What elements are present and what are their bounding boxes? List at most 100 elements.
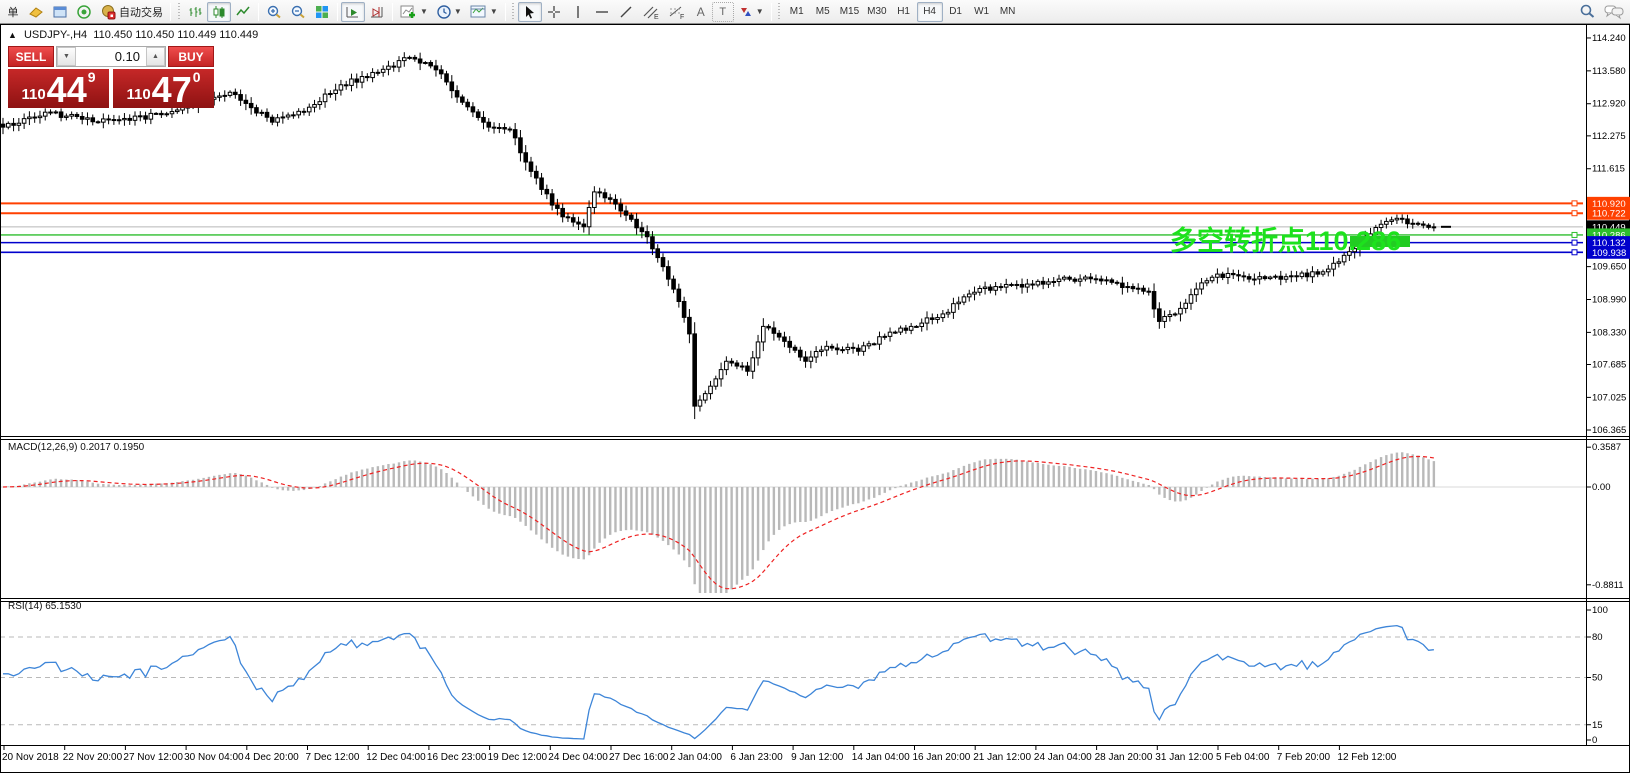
equidistant-channel-icon[interactable]: E xyxy=(638,2,664,22)
timeframe-m1[interactable]: M1 xyxy=(784,2,810,22)
buy-price-pip: 0 xyxy=(192,69,201,85)
volume-spinner: ▼ 0.10 ▲ xyxy=(56,46,166,67)
profile-icon[interactable] xyxy=(24,2,48,22)
cursor-icon[interactable] xyxy=(517,1,542,22)
time-tick-label: 4 Dec 20:00 xyxy=(245,752,299,763)
auto-scroll-icon[interactable] xyxy=(341,1,365,22)
terminal-window-icon[interactable] xyxy=(48,2,72,22)
buy-button[interactable]: BUY xyxy=(168,46,214,67)
sell-price-main: 44 xyxy=(46,69,87,111)
buy-price-box[interactable]: 110 47 0 xyxy=(113,69,214,108)
volume-value[interactable]: 0.10 xyxy=(114,49,140,64)
timeframe-d1[interactable]: D1 xyxy=(943,2,969,22)
bar-chart-icon[interactable] xyxy=(183,2,207,22)
trendline-icon[interactable] xyxy=(614,2,638,22)
auto-trading-button[interactable]: 自动交易 xyxy=(96,2,167,22)
main-price-tick: 111.615 xyxy=(1592,164,1625,175)
horizontal-line-icon[interactable] xyxy=(590,2,614,22)
time-tick-label: 12 Feb 12:00 xyxy=(1337,752,1396,763)
timeframe-h1[interactable]: H1 xyxy=(891,2,917,22)
timeframe-w1[interactable]: W1 xyxy=(969,2,995,22)
main-price-tick: 109.650 xyxy=(1592,262,1626,273)
vertical-line-icon[interactable] xyxy=(566,2,590,22)
signal-icon[interactable] xyxy=(72,2,96,22)
level-handle[interactable] xyxy=(1571,210,1578,217)
search-icon[interactable] xyxy=(1575,2,1600,22)
time-axis: 20 Nov 2018 22 Nov 20:00 27 Nov 12:00 30 No… xyxy=(2,746,1397,763)
svg-text:109.938: 109.938 xyxy=(1592,248,1626,259)
volume-increase-button[interactable]: ▲ xyxy=(146,47,165,66)
price-level-badge xyxy=(1587,206,1630,220)
add-indicator-icon[interactable]: ▼ xyxy=(396,2,432,22)
chat-icon[interactable] xyxy=(1600,2,1628,22)
level-handle[interactable] xyxy=(1571,249,1578,256)
rsi-tick: 50 xyxy=(1592,673,1603,684)
text-label-tool-icon[interactable]: T xyxy=(711,1,734,22)
chart-title-symbol: USDJPY-,H4 xyxy=(23,29,88,41)
main-price-tick: 106.365 xyxy=(1592,425,1626,436)
time-tick-label: 6 Jan 23:00 xyxy=(730,752,783,763)
chart-title-ohlc: 110.450 110.450 110.449 110.449 xyxy=(93,29,259,41)
green-zone-rect[interactable] xyxy=(1350,236,1410,247)
sell-price-box[interactable]: 110 44 9 xyxy=(8,69,109,108)
last-price-dash xyxy=(1441,225,1451,228)
time-tick-label: 28 Jan 20:00 xyxy=(1095,752,1153,763)
templates-icon[interactable]: ▼ xyxy=(466,2,502,22)
zoom-out-icon[interactable] xyxy=(286,2,310,22)
svg-text:110.132: 110.132 xyxy=(1592,238,1626,249)
rsi-line xyxy=(3,624,1434,740)
timeframe-mn[interactable]: MN xyxy=(995,2,1021,22)
rsi-pane xyxy=(0,624,1586,740)
fibonacci-icon[interactable]: F xyxy=(664,2,690,22)
price-level-lines[interactable] xyxy=(0,200,1583,256)
time-tick-label: 31 Jan 12:00 xyxy=(1155,752,1213,763)
level-handle[interactable] xyxy=(1571,200,1578,207)
tile-windows-icon[interactable] xyxy=(310,2,334,22)
main-price-tick: 113.580 xyxy=(1592,66,1626,77)
timeframe-m15[interactable]: M15 xyxy=(836,2,863,22)
sell-button[interactable]: SELL xyxy=(8,46,54,67)
level-handle[interactable] xyxy=(1571,231,1578,238)
arrows-tool-icon[interactable]: ▼ xyxy=(734,2,768,22)
timeframe-h4[interactable]: H4 xyxy=(916,1,943,22)
svg-text:110.449: 110.449 xyxy=(1592,222,1626,233)
chart-shift-icon[interactable] xyxy=(365,2,389,22)
time-tick-label: 21 Jan 12:00 xyxy=(973,752,1031,763)
level-handle[interactable] xyxy=(1571,239,1578,246)
macd-tick: 0.3587 xyxy=(1592,442,1621,453)
time-tick-label: 5 Feb 04:00 xyxy=(1216,752,1270,763)
time-tick-label: 16 Jan 20:00 xyxy=(913,752,971,763)
pivot-annotation-text: 多空转折点110.286 xyxy=(1170,226,1402,256)
timeframe-m30[interactable]: M30 xyxy=(863,2,890,22)
svg-text:F: F xyxy=(680,14,684,20)
line-chart-icon[interactable] xyxy=(231,2,255,22)
main-price-tick: 107.025 xyxy=(1592,392,1626,403)
time-tick-label: 20 Nov 2018 xyxy=(2,752,59,763)
main-price-tick: 112.920 xyxy=(1592,99,1626,110)
crosshair-icon[interactable] xyxy=(542,2,566,22)
time-tick-label: 9 Jan 12:00 xyxy=(791,752,844,763)
zoom-in-icon[interactable] xyxy=(262,2,286,22)
macd-tick: 0.00 xyxy=(1592,482,1611,493)
time-tick-label: 7 Feb 20:00 xyxy=(1277,752,1331,763)
periods-icon[interactable]: ▼ xyxy=(432,2,466,22)
candlestick-chart-icon[interactable] xyxy=(207,1,231,22)
rsi-indicator-label: RSI(14) 65.1530 xyxy=(8,601,82,612)
chart-title: ▲ USDJPY-,H4 110.450 110.450 110.449 110… xyxy=(8,29,258,41)
time-tick-label: 7 Dec 12:00 xyxy=(306,752,360,763)
buy-price-main: 47 xyxy=(151,69,192,111)
collapse-panel-icon[interactable]: ▲ xyxy=(8,30,17,40)
volume-decrease-button[interactable]: ▼ xyxy=(57,47,76,66)
time-tick-label: 19 Dec 12:00 xyxy=(488,752,548,763)
svg-text:110.722: 110.722 xyxy=(1592,209,1626,220)
timeframe-m5[interactable]: M5 xyxy=(810,2,836,22)
text-tool-icon[interactable]: A xyxy=(696,4,705,19)
main-price-tick: 107.685 xyxy=(1592,360,1626,371)
time-tick-label: 22 Nov 20:00 xyxy=(63,752,123,763)
new-order-button[interactable]: 单 xyxy=(2,2,24,22)
macd-pane xyxy=(0,452,1586,593)
svg-text:110.286: 110.286 xyxy=(1592,230,1626,241)
buy-price-prefix: 110 xyxy=(126,86,151,103)
